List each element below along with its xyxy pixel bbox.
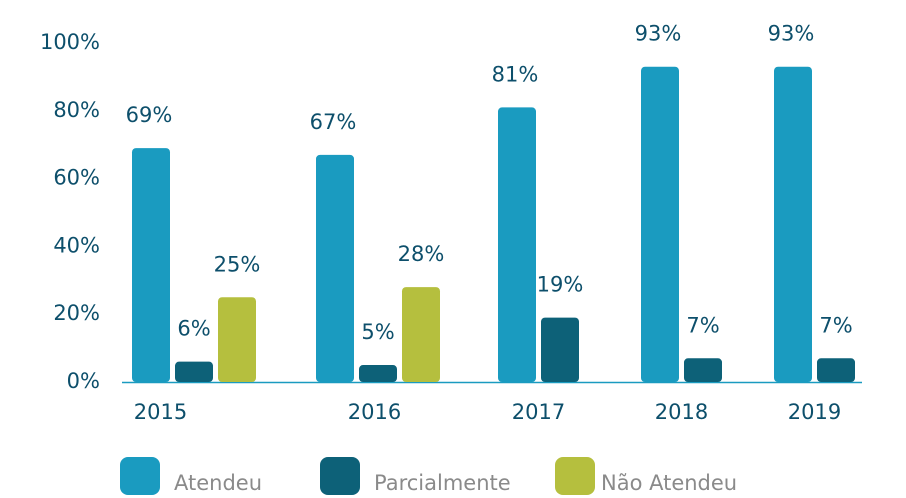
value-label: 93%	[768, 22, 815, 46]
y-tick-label: 100%	[40, 30, 100, 54]
legend-label: Parcialmente	[374, 471, 511, 495]
value-label: 6%	[177, 317, 210, 341]
value-label: 81%	[492, 62, 539, 86]
legend-swatch	[120, 457, 160, 495]
bar	[641, 66, 679, 382]
value-label: 19%	[537, 273, 584, 297]
value-label: 25%	[214, 252, 261, 276]
legend-swatch	[555, 457, 595, 495]
bar	[175, 361, 213, 382]
bar	[498, 107, 536, 382]
value-label: 69%	[126, 103, 173, 127]
x-tick-label: 2018	[655, 400, 708, 424]
value-label: 5%	[361, 320, 394, 344]
bar	[359, 365, 397, 382]
bar	[541, 317, 579, 382]
bar	[402, 287, 440, 382]
y-tick-label: 0%	[67, 369, 100, 393]
legend-label: Atendeu	[174, 471, 262, 495]
bar	[774, 66, 812, 382]
y-tick-label: 40%	[53, 233, 100, 257]
bar	[132, 148, 170, 382]
legend-label: Não Atendeu	[601, 471, 737, 495]
y-tick-label: 80%	[53, 98, 100, 122]
x-tick-label: 2015	[134, 400, 187, 424]
x-tick-label: 2016	[348, 400, 401, 424]
value-label: 28%	[398, 242, 445, 266]
value-label: 67%	[310, 110, 357, 134]
y-tick-label: 60%	[53, 166, 100, 190]
x-tick-label: 2017	[512, 400, 565, 424]
bar	[316, 154, 354, 382]
value-label: 7%	[819, 313, 852, 337]
bar	[817, 358, 855, 382]
value-label: 93%	[635, 22, 682, 46]
bar	[218, 297, 256, 382]
x-tick-label: 2019	[788, 400, 841, 424]
legend-swatch	[320, 457, 360, 495]
bar	[684, 358, 722, 382]
value-label: 7%	[686, 313, 719, 337]
y-tick-label: 20%	[53, 301, 100, 325]
